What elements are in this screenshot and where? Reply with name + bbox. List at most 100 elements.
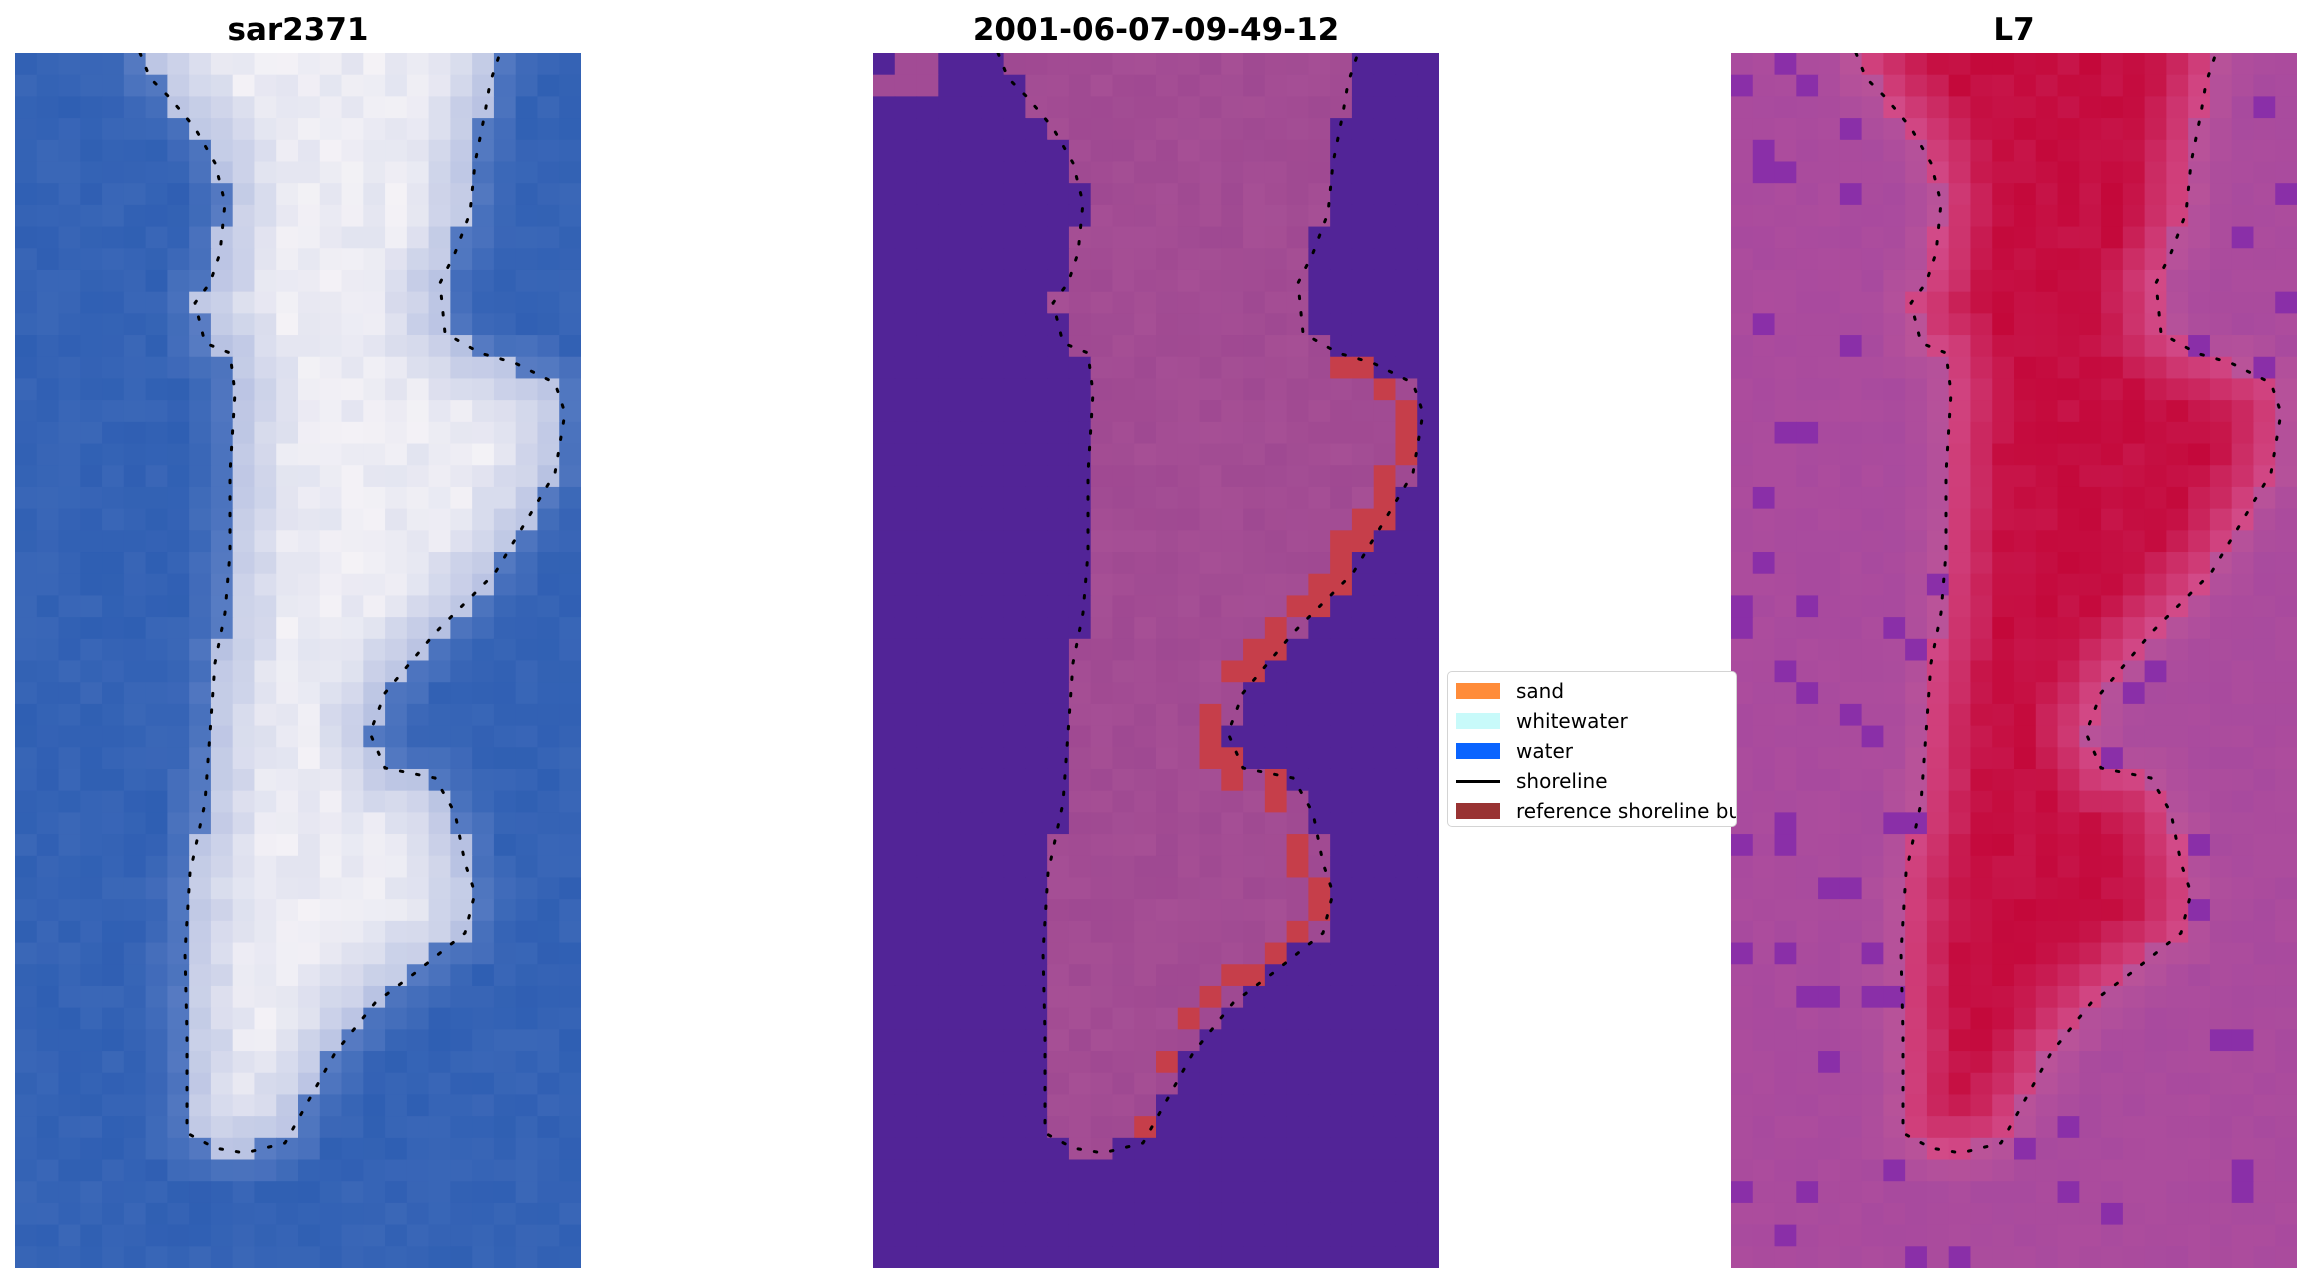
class-pixel	[1417, 74, 1439, 97]
index-pixel	[2101, 1159, 2124, 1182]
index-pixel	[1905, 899, 1928, 922]
index-pixel	[2057, 899, 2080, 922]
index-pixel	[2035, 573, 2059, 597]
rgb-pixel	[493, 660, 517, 683]
rgb-pixel	[319, 985, 343, 1009]
class-pixel	[1286, 1181, 1309, 1204]
rgb-pixel	[385, 74, 408, 97]
index-pixel	[2101, 1181, 2124, 1204]
index-pixel	[1861, 356, 1884, 380]
rgb-pixel	[80, 1051, 103, 1074]
class-pixel	[1134, 855, 1157, 879]
class-pixel	[1199, 725, 1222, 748]
shoreline-dots	[138, 53, 567, 1155]
rgb-pixel	[385, 1007, 408, 1030]
class-pixel	[1003, 139, 1026, 163]
class-pixel	[1177, 226, 1201, 249]
class-pixel	[981, 899, 1005, 922]
rgb-pixel	[363, 443, 386, 466]
index-pixel	[1883, 486, 1906, 510]
class-pixel	[1068, 443, 1092, 466]
index-pixel	[1731, 834, 1754, 857]
class-pixel	[1199, 1159, 1222, 1182]
index-pixel	[1861, 1029, 1884, 1052]
rgb-pixel	[450, 552, 473, 575]
class-pixel	[981, 400, 1005, 423]
rgb-pixel	[102, 703, 125, 727]
rgb-pixel	[58, 703, 81, 727]
class-pixel	[1177, 443, 1201, 466]
index-pixel	[2122, 638, 2146, 662]
rgb-pixel	[58, 486, 81, 510]
rgb-pixel	[123, 1202, 147, 1226]
index-pixel	[1752, 508, 1776, 531]
index-pixel	[1861, 226, 1884, 249]
class-pixel	[1003, 378, 1026, 401]
index-pixel	[1861, 1116, 1884, 1139]
rgb-pixel	[15, 96, 38, 119]
class-pixel	[1068, 313, 1092, 336]
index-pixel	[1992, 1007, 2015, 1030]
class-pixel	[1395, 53, 1418, 76]
class-pixel	[916, 877, 939, 900]
rgb-pixel	[15, 74, 38, 97]
class-pixel	[1047, 486, 1070, 510]
class-pixel	[1156, 248, 1179, 271]
index-pixel	[1796, 964, 1819, 987]
index-pixel	[2166, 465, 2189, 488]
rgb-pixel	[167, 682, 190, 705]
class-pixel	[960, 1137, 983, 1161]
index-pixel	[1752, 269, 1776, 293]
index-pixel	[1970, 660, 1993, 683]
index-pixel	[2035, 248, 2059, 271]
class-pixel	[1330, 964, 1353, 987]
class-pixel	[1199, 96, 1222, 119]
index-pixel	[1926, 834, 1950, 857]
index-pixel	[2166, 96, 2189, 119]
index-pixel	[2166, 53, 2189, 76]
class-pixel	[1003, 899, 1026, 922]
index-pixel	[1818, 465, 1841, 488]
class-pixel	[938, 74, 961, 97]
index-pixel	[2014, 595, 2037, 618]
class-pixel	[1003, 1224, 1026, 1247]
index-pixel	[2275, 660, 2297, 683]
rgb-pixel	[167, 118, 190, 141]
class-pixel	[1003, 552, 1026, 575]
class-pixel	[1395, 204, 1418, 228]
class-pixel	[1156, 1072, 1179, 1096]
rgb-pixel	[341, 356, 364, 380]
index-pixel	[2122, 486, 2146, 510]
panel-title-l7: L7	[1993, 12, 2035, 48]
class-pixel	[1417, 899, 1439, 922]
rgb-pixel	[276, 508, 299, 531]
class-pixel	[1395, 812, 1418, 835]
class-pixel	[1199, 269, 1222, 293]
rgb-pixel	[123, 1181, 147, 1204]
class-pixel	[1221, 768, 1244, 792]
index-pixel	[2253, 790, 2276, 813]
rgb-pixel	[167, 985, 190, 1009]
index-pixel	[2079, 508, 2102, 531]
rgb-pixel	[167, 161, 190, 184]
rgb-pixel	[276, 920, 299, 944]
rgb-pixel	[58, 96, 81, 119]
index-pixel	[1992, 834, 2015, 857]
index-pixel	[1774, 53, 1797, 76]
index-pixel	[2057, 768, 2080, 792]
rgb-pixel	[515, 1137, 539, 1161]
rgb-pixel	[189, 204, 212, 228]
rgb-pixel	[15, 1202, 38, 1226]
class-pixel	[960, 74, 983, 97]
index-pixel	[1752, 834, 1776, 857]
rgb-pixel	[232, 617, 256, 640]
class-pixel	[1068, 682, 1092, 705]
class-pixel	[1308, 530, 1331, 553]
class-pixel	[1025, 1116, 1048, 1139]
index-pixel	[1905, 725, 1928, 748]
rgb-pixel	[254, 248, 277, 271]
class-pixel	[1199, 1137, 1222, 1161]
rgb-pixel	[298, 1072, 321, 1096]
index-pixel	[1948, 660, 1972, 683]
class-pixel	[1025, 486, 1048, 510]
